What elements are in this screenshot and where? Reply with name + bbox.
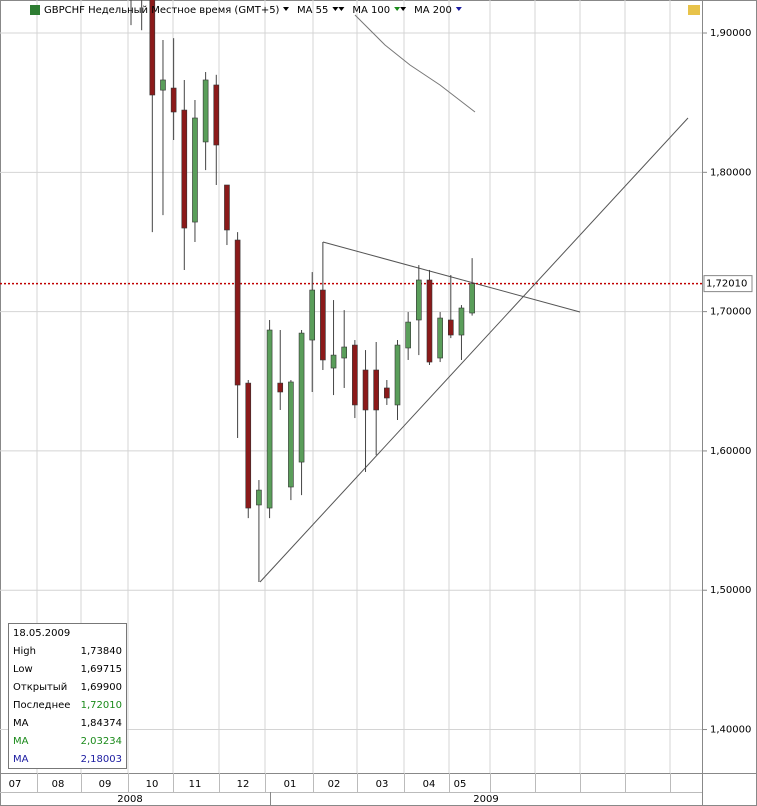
candle-body	[373, 369, 379, 411]
info-row: High 1,73840	[9, 642, 126, 660]
alert-icon[interactable]	[688, 5, 700, 15]
candle-body	[405, 321, 411, 349]
info-value: 1,69900	[80, 681, 122, 693]
indicator-label: MA 55	[297, 5, 328, 16]
chart-title: GBPCHF Недельный Местное время (GMT+5)	[44, 5, 280, 16]
candle-body	[277, 382, 284, 393]
candle-body	[213, 84, 220, 146]
candle-body	[170, 87, 177, 113]
candle-body	[309, 289, 316, 341]
x-tick-label: 12	[237, 779, 250, 790]
candle-body	[160, 79, 166, 91]
dropdown-arrow	[338, 7, 345, 11]
y-tick-label: 1,80000	[710, 167, 751, 178]
y-tick-label: 1,50000	[710, 585, 751, 596]
info-value: 1,73840	[80, 645, 122, 657]
dropdown-arrow	[400, 7, 407, 11]
y-tick-label: 1,60000	[710, 446, 751, 457]
candle-body	[234, 239, 241, 386]
candle-body	[320, 289, 326, 361]
candle-body	[330, 354, 337, 369]
dropdown-arrow	[332, 7, 339, 11]
candle-body	[202, 79, 209, 143]
info-label: Последнее	[13, 699, 71, 711]
info-label: MA	[13, 735, 29, 747]
ma-line	[354, 14, 476, 113]
info-value: 2,18003	[80, 753, 122, 765]
dropdown-arrow	[455, 7, 462, 11]
x-tick-label: 07	[9, 779, 22, 790]
x-tick-label: 04	[423, 779, 436, 790]
trend-line	[259, 117, 689, 583]
candle-body	[288, 381, 294, 488]
candle-body	[192, 117, 198, 223]
symbol-icon	[30, 5, 40, 15]
x-tick-label: 03	[376, 779, 389, 790]
info-rows: High 1,73840 Low 1,69715 Открытый 1,69900 Посл…	[9, 642, 126, 768]
candle-body	[384, 387, 390, 399]
candle-body	[394, 344, 401, 406]
x-tick-label: 10	[146, 779, 159, 790]
price-tag	[703, 275, 753, 293]
info-label: High	[13, 645, 36, 657]
info-label: Открытый	[13, 681, 68, 693]
indicator-label: MA 100	[352, 5, 390, 16]
y-tick-label: 1,70000	[710, 307, 751, 318]
x-tick-label: 08	[52, 779, 65, 790]
candle-body	[447, 319, 454, 336]
candle-body	[298, 332, 305, 463]
candle-body	[149, 0, 156, 96]
info-row: MA 2,18003	[9, 750, 126, 768]
x-tick-label: 11	[189, 779, 202, 790]
dropdown-arrow	[394, 7, 401, 11]
candle-body	[458, 307, 465, 336]
info-label: MA	[13, 753, 29, 765]
grid	[0, 0, 702, 773]
price-label: 1,72010	[706, 279, 747, 290]
info-row: Последнее 1,72010	[9, 696, 126, 714]
indicators: MA 55 MA 100 MA 200	[283, 5, 462, 16]
info-date: 18.05.2009	[13, 627, 71, 639]
info-row: Low 1,69715	[9, 660, 126, 678]
year-label: 2008	[117, 794, 142, 805]
info-table: 18.05.2009 High 1,73840 Low 1,69715 Открытый…	[9, 624, 126, 768]
info-row: Открытый 1,69900	[9, 678, 126, 696]
x-tick-label: 01	[284, 779, 297, 790]
trend-line	[322, 241, 581, 313]
info-row: MA 2,03234	[9, 732, 126, 750]
x-tick-label: 05	[454, 779, 467, 790]
year-label: 2009	[473, 794, 498, 805]
x-tick-label: 02	[328, 779, 341, 790]
candle-body	[469, 283, 475, 314]
y-tick-label: 1,90000	[710, 28, 751, 39]
candle-body	[245, 382, 252, 509]
info-row: MA 1,84374	[9, 714, 126, 732]
plot-area	[0, 0, 702, 583]
info-value: 2,03234	[80, 735, 122, 747]
info-label: Low	[13, 663, 33, 675]
indicator-label: MA 200	[414, 5, 452, 16]
candle-body	[256, 489, 262, 506]
candle-body	[224, 184, 230, 231]
candle-body	[341, 346, 348, 359]
dropdown-arrow	[283, 7, 289, 11]
y-tick-label: 1,40000	[710, 725, 751, 736]
candle-body	[352, 344, 358, 406]
candle-body	[416, 279, 422, 321]
x-tick-label: 09	[99, 779, 112, 790]
info-box: 18.05.2009 High 1,73840 Low 1,69715 Открытый…	[8, 623, 127, 769]
candle-body	[437, 317, 443, 359]
candle-body	[181, 109, 188, 229]
info-label: MA	[13, 717, 29, 729]
info-value: 1,72010	[80, 699, 122, 711]
info-value: 1,84374	[80, 717, 122, 729]
candle-body	[362, 369, 369, 411]
info-value: 1,69715	[80, 663, 122, 675]
candle-body	[266, 329, 273, 509]
candle-body	[426, 279, 433, 363]
